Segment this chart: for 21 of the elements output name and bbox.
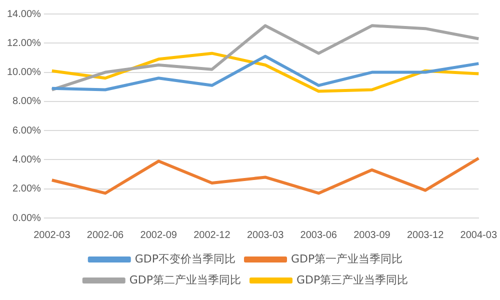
y-tick-label: 8.00% bbox=[12, 96, 42, 108]
x-tick-label: 2002-03 bbox=[34, 230, 71, 241]
y-tick-label: 0.00% bbox=[12, 212, 42, 224]
x-tick-label: 2003-06 bbox=[300, 230, 338, 241]
y-tick-label: 4.00% bbox=[12, 154, 42, 166]
x-tick-label: 2002-06 bbox=[86, 230, 124, 241]
legend-label: GDP第三产业当季同比 bbox=[296, 273, 408, 286]
x-tick-label: 2002-09 bbox=[140, 230, 178, 241]
y-tick-label: 6.00% bbox=[12, 125, 42, 136]
y-tick-label: 12.00% bbox=[6, 38, 42, 49]
x-tick-label: 2004-03 bbox=[460, 230, 498, 241]
y-tick-label: 10.00% bbox=[6, 67, 42, 78]
legend-label: GDP第一产业当季同比 bbox=[291, 252, 403, 266]
y-tick-label: 2.00% bbox=[12, 184, 42, 195]
legend-label: GDP第二产业当季同比 bbox=[129, 273, 242, 286]
x-tick-label: 2003-03 bbox=[246, 230, 284, 241]
legend-label: GDP不变价当季同比 bbox=[134, 252, 236, 266]
x-tick-label: 2003-09 bbox=[354, 230, 391, 241]
x-tick-label: 2003-12 bbox=[406, 230, 444, 241]
x-tick-label: 2002-12 bbox=[194, 230, 231, 241]
y-tick-label: 14.00% bbox=[6, 8, 42, 20]
